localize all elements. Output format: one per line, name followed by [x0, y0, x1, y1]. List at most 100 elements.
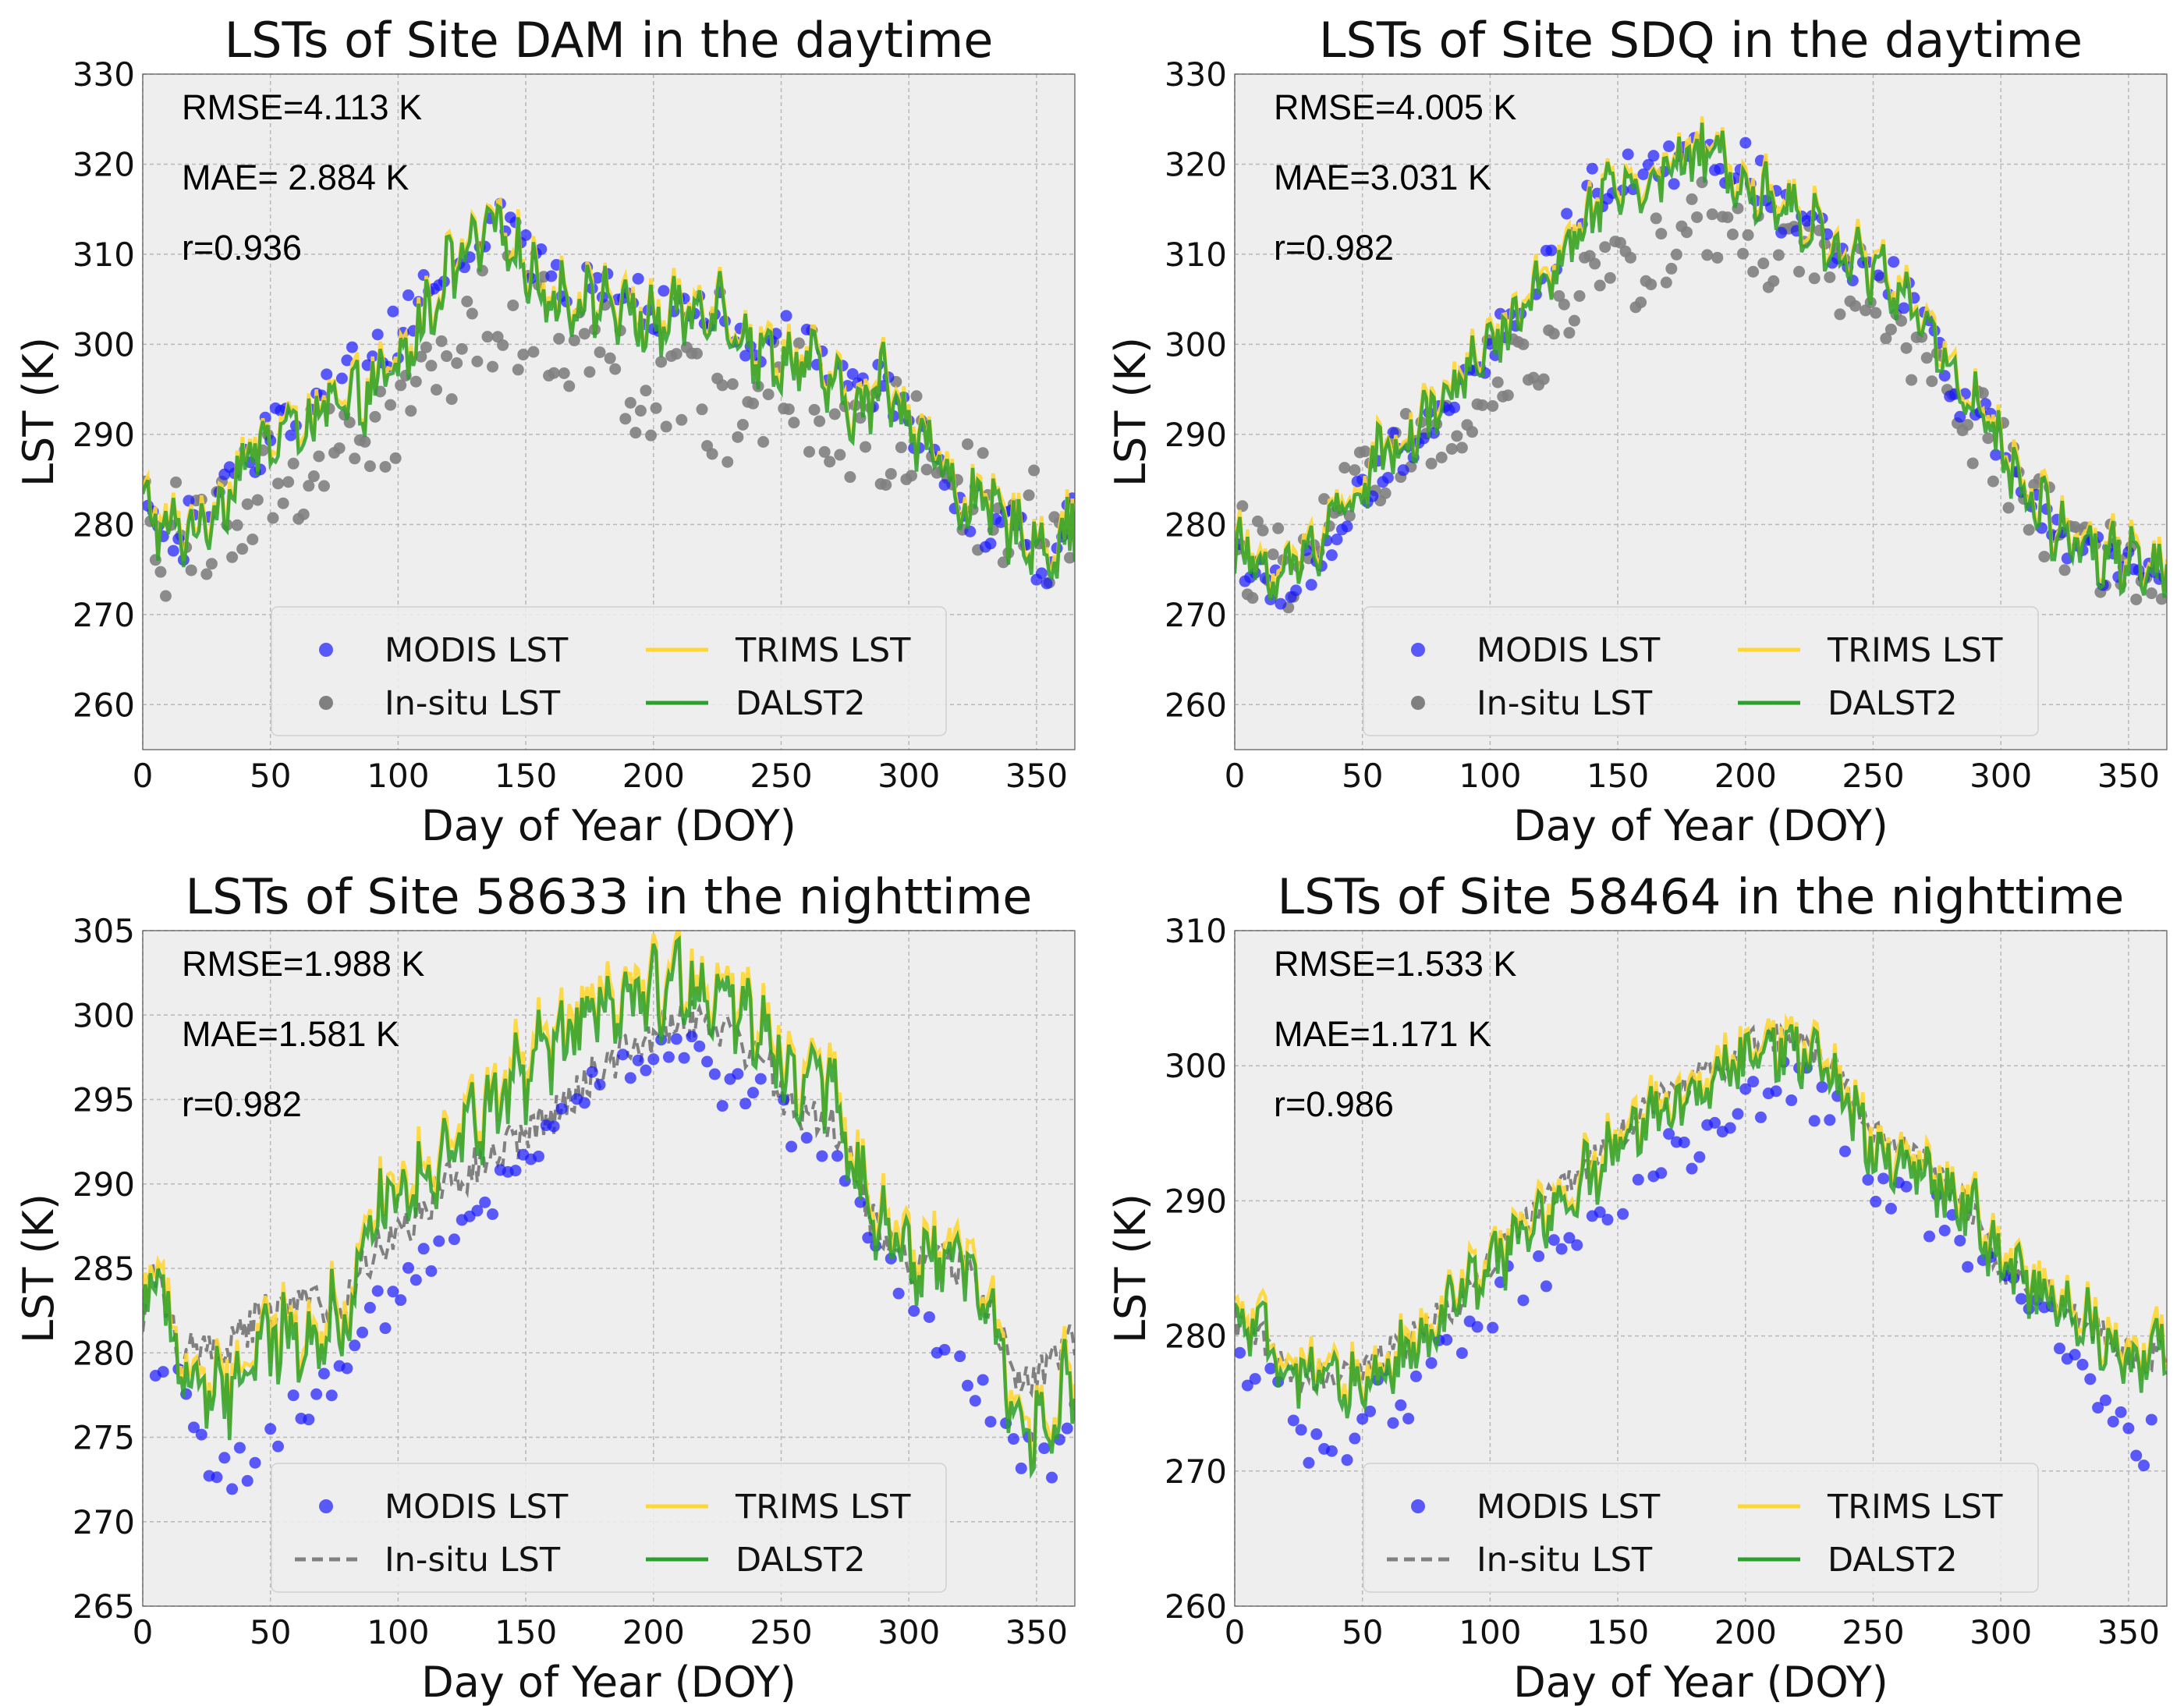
modis-point — [285, 429, 297, 442]
insitu-point — [246, 534, 259, 546]
modis-point — [555, 1102, 568, 1115]
modis-point — [662, 1051, 675, 1063]
legend-label: MODIS LST — [385, 631, 569, 670]
stats-annotation: RMSE=1.533 K MAE=1.171 K r=0.986 — [1274, 944, 1516, 1124]
modis-point — [816, 1150, 828, 1162]
insitu-point — [425, 360, 438, 372]
insitu-point — [431, 384, 443, 396]
modis-point — [487, 1208, 499, 1221]
y-axis-label: LST (K) — [1106, 1193, 1155, 1343]
insitu-point — [441, 350, 453, 363]
y-tick-label: 260 — [1165, 1587, 1227, 1626]
modis-point — [591, 271, 604, 284]
insitu-point — [834, 449, 846, 461]
legend-label: DALST2 — [736, 684, 866, 723]
insitu-point — [1895, 314, 1908, 327]
insitu-line — [143, 1000, 1075, 1399]
modis-point — [984, 537, 997, 550]
legend-label: In-situ LST — [1477, 684, 1653, 723]
insitu-point — [303, 480, 315, 492]
insitu-point — [1706, 208, 1718, 221]
modis-point — [2015, 1293, 2027, 1305]
modis-point — [1381, 471, 1394, 484]
y-tick-label: 310 — [1165, 236, 1227, 274]
x-tick-label: 250 — [1842, 1613, 1904, 1651]
insitu-point — [1645, 278, 1658, 291]
modis-point — [594, 1079, 606, 1091]
insitu-point — [1466, 426, 1478, 438]
modis-point — [617, 1048, 629, 1061]
modis-point — [1417, 432, 1430, 445]
insitu-point — [844, 471, 856, 484]
modis-point — [1900, 1180, 1913, 1193]
insitu-point — [624, 396, 636, 409]
stat-line: r=0.986 — [1274, 1084, 1394, 1124]
modis-point — [1275, 598, 1287, 610]
modis-point — [954, 1350, 966, 1363]
insitu-point — [818, 445, 831, 458]
insitu-point — [251, 494, 264, 506]
insitu-point — [808, 403, 821, 416]
modis-point — [1888, 256, 1900, 268]
insitu-point — [910, 390, 923, 403]
modis-point — [1264, 1362, 1277, 1374]
modis-point — [425, 1265, 438, 1278]
legend-label: In-situ LST — [1477, 1541, 1653, 1580]
modis-point — [984, 1416, 997, 1428]
modis-point — [658, 285, 670, 297]
legend-label: TRIMS LST — [735, 631, 911, 670]
insitu-point — [1747, 265, 1760, 278]
modis-point — [2084, 1373, 2097, 1385]
modis-point — [548, 1120, 560, 1133]
stat-line: RMSE=4.005 K — [1274, 87, 1516, 127]
modis-point — [1310, 1428, 1323, 1441]
legend-marker-modis — [319, 1499, 333, 1513]
insitu-point — [1772, 249, 1785, 261]
x-tick-label: 350 — [1005, 757, 1068, 795]
modis-point — [249, 1456, 261, 1469]
insitu-point — [1379, 487, 1392, 499]
insitu-point — [706, 448, 718, 460]
insitu-point — [466, 307, 478, 320]
modis-point — [1923, 1230, 1936, 1243]
insitu-point — [1272, 522, 1285, 534]
insitu-point — [185, 564, 197, 576]
insitu-point — [456, 342, 468, 355]
modis-point — [1046, 1471, 1058, 1484]
modis-point — [448, 1233, 460, 1246]
x-axis-label: Day of Year (DOY) — [1513, 1658, 1888, 1706]
insitu-point — [517, 349, 530, 361]
modis-point — [519, 229, 532, 242]
modis-point — [1441, 1334, 1453, 1346]
legend-box — [1363, 1463, 2039, 1593]
modis-point — [479, 1196, 491, 1208]
modis-point — [1561, 207, 1573, 220]
insitu-point — [1808, 272, 1821, 285]
insitu-point — [1548, 328, 1560, 340]
insitu-point — [313, 450, 325, 463]
axes-frame — [142, 930, 1076, 1607]
insitu-point — [349, 452, 361, 465]
plot-content — [143, 931, 1075, 1495]
legend: MODIS LST TRIMS LST In-situ LST DALST2 — [1363, 1463, 2039, 1593]
legend-marker-insitu — [319, 696, 333, 710]
insitu-point — [1451, 430, 1463, 442]
modis-point — [1739, 137, 1752, 149]
modis-point — [371, 328, 384, 341]
stat-line: r=0.982 — [182, 1084, 302, 1124]
modis-point — [1647, 150, 1660, 162]
modis-point — [1601, 1214, 1614, 1226]
insitu-point — [558, 367, 570, 380]
modis-point — [167, 544, 179, 557]
y-tick-label: 295 — [73, 1081, 135, 1119]
insitu-point — [2038, 551, 2051, 563]
modis-point — [977, 1374, 989, 1386]
modis-point — [1061, 1422, 1073, 1435]
insitu-point — [1594, 279, 1606, 292]
modis-point — [1586, 162, 1598, 175]
modis-point — [1241, 1379, 1253, 1392]
x-tick-label: 100 — [1459, 1613, 1521, 1651]
insitu-point — [1023, 489, 1035, 502]
modis-point — [2069, 1349, 2081, 1361]
